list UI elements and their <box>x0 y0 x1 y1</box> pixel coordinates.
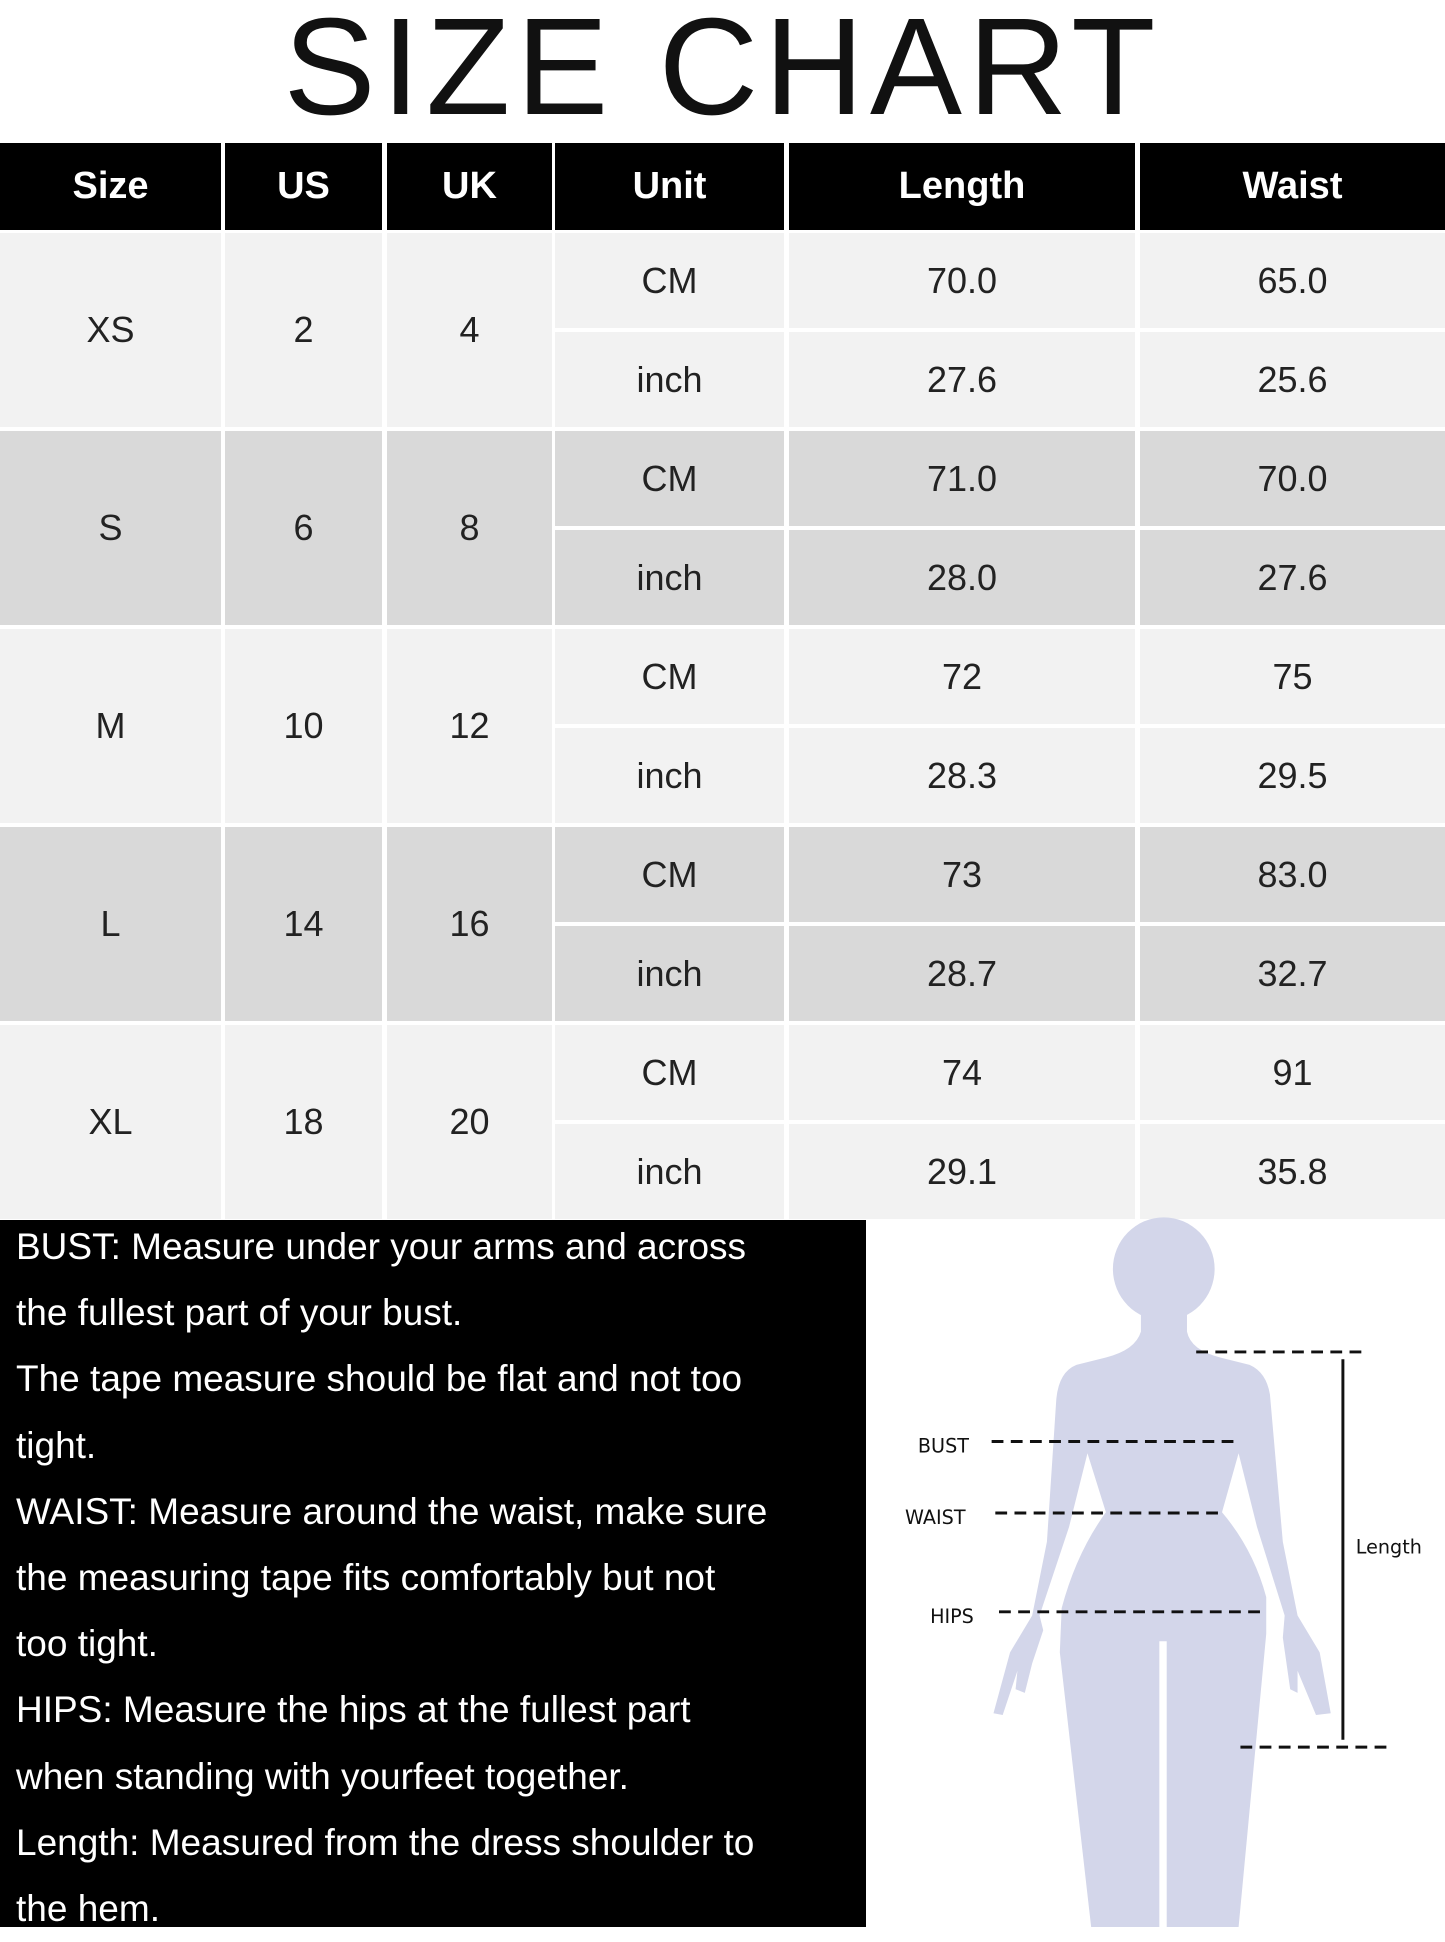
unit-cell: CM <box>555 1025 784 1120</box>
us-cell: 18 <box>225 1025 382 1219</box>
note-line: WAIST: Measure around the waist, make su… <box>16 1490 768 1532</box>
unit-cell: CM <box>555 233 784 328</box>
measurement-notes: BUST: Measure under your arms and across… <box>0 1220 866 1929</box>
header-unit: Unit <box>555 143 784 230</box>
length-cell: 28.3 <box>789 728 1135 823</box>
length-cell: 28.0 <box>789 530 1135 625</box>
head <box>1112 1217 1215 1321</box>
uk-cell: 8 <box>387 431 552 625</box>
us-cell: 6 <box>225 431 382 625</box>
unit-cell: inch <box>555 926 784 1021</box>
header-size: Size <box>0 143 221 230</box>
body-measurement-figure: BUST WAIST HIPS Length <box>905 1217 1422 1927</box>
length-cell: 72 <box>789 629 1135 724</box>
length-cell: 70.0 <box>789 233 1135 328</box>
bust-label: BUST <box>918 1435 969 1458</box>
waist-cell: 25.6 <box>1140 332 1445 427</box>
uk-cell: 20 <box>387 1025 552 1219</box>
uk-cell: 4 <box>387 233 552 427</box>
waist-cell: 65.0 <box>1140 233 1445 328</box>
note-line: the measuring tape fits comfortably but … <box>16 1557 716 1598</box>
size-cell: S <box>0 431 221 625</box>
page-title: SIZE CHART <box>283 0 1162 144</box>
note-line: The tape measure should be flat and not … <box>16 1358 743 1400</box>
silhouette <box>993 1217 1331 1927</box>
note-line: tight. <box>16 1424 97 1466</box>
waist-cell: 83.0 <box>1140 827 1445 922</box>
header-uk: UK <box>387 143 552 230</box>
header-length: Length <box>789 143 1135 230</box>
unit-cell: CM <box>555 431 784 526</box>
waist-cell: 70.0 <box>1140 431 1445 526</box>
note-line: the hem. <box>16 1888 160 1929</box>
body <box>993 1309 1331 1927</box>
unit-cell: CM <box>555 629 784 724</box>
waist-cell: 35.8 <box>1140 1124 1445 1219</box>
size-cell: XS <box>0 233 221 427</box>
note-line: too tight. <box>16 1623 158 1665</box>
header-us: US <box>225 143 382 230</box>
us-cell: 2 <box>225 233 382 427</box>
unit-cell: CM <box>555 827 784 922</box>
unit-cell: inch <box>555 530 784 625</box>
uk-cell: 16 <box>387 827 552 1021</box>
hips-label: HIPS <box>930 1605 974 1628</box>
unit-cell: inch <box>555 728 784 823</box>
size-cell: XL <box>0 1025 221 1219</box>
note-line: when standing with yourfeet together. <box>16 1755 629 1797</box>
header-waist: Waist <box>1140 143 1445 230</box>
uk-cell: 12 <box>387 629 552 823</box>
unit-cell: inch <box>555 332 784 427</box>
note-line: Length: Measured from the dress shoulder… <box>16 1821 755 1863</box>
length-cell: 27.6 <box>789 332 1135 427</box>
size-cell: L <box>0 827 221 1021</box>
us-cell: 14 <box>225 827 382 1021</box>
waist-cell: 27.6 <box>1140 530 1445 625</box>
size-cell: M <box>0 629 221 823</box>
length-label: Length <box>1356 1536 1422 1559</box>
unit-cell: inch <box>555 1124 784 1219</box>
us-cell: 10 <box>225 629 382 823</box>
waist-label: WAIST <box>905 1506 966 1529</box>
length-cell: 71.0 <box>789 431 1135 526</box>
waist-cell: 29.5 <box>1140 728 1445 823</box>
length-cell: 74 <box>789 1025 1135 1120</box>
note-line: HIPS: Measure the hips at the fullest pa… <box>16 1689 691 1731</box>
length-cell: 29.1 <box>789 1124 1135 1219</box>
waist-cell: 75 <box>1140 629 1445 724</box>
length-cell: 28.7 <box>789 926 1135 1021</box>
note-line: the fullest part of your bust. <box>16 1292 463 1334</box>
waist-cell: 32.7 <box>1140 926 1445 1021</box>
length-cell: 73 <box>789 827 1135 922</box>
note-line: BUST: Measure under your arms and across <box>16 1226 747 1267</box>
waist-cell: 91 <box>1140 1025 1445 1120</box>
